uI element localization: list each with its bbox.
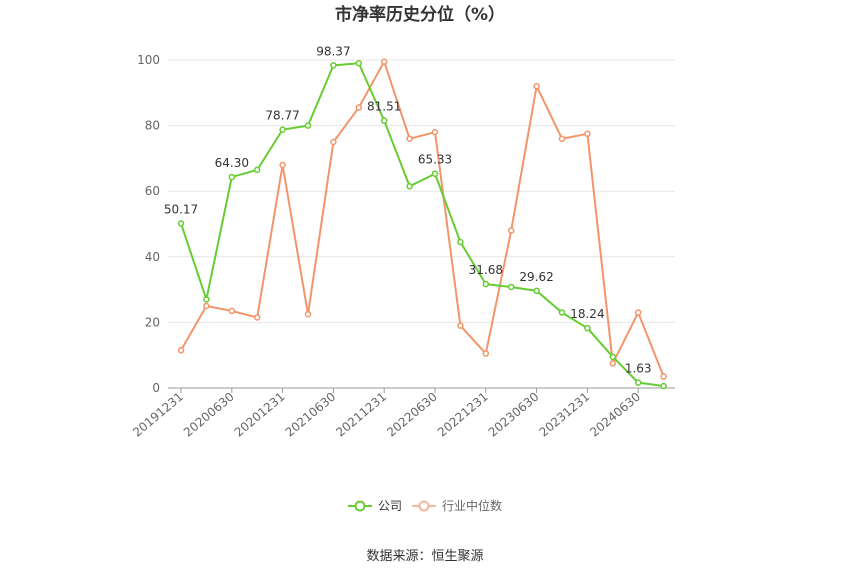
legend-item-company[interactable]: 公司 bbox=[348, 499, 402, 513]
x-tick-label: 20231231 bbox=[537, 390, 593, 440]
data-point-company[interactable] bbox=[634, 379, 642, 386]
y-tick-label: 80 bbox=[145, 119, 160, 133]
data-point-company[interactable] bbox=[584, 324, 591, 332]
data-point-company[interactable] bbox=[660, 382, 667, 390]
legend-label-industry: 行业中位数 bbox=[442, 498, 502, 513]
data-point-company[interactable] bbox=[457, 238, 464, 246]
legend-marker-company bbox=[354, 500, 366, 512]
data-point-industry[interactable] bbox=[279, 161, 286, 169]
data-point-industry[interactable] bbox=[457, 322, 464, 329]
x-tick-label: 20210630 bbox=[283, 390, 339, 440]
data-point-industry[interactable] bbox=[431, 128, 439, 136]
data-point-company[interactable] bbox=[203, 296, 210, 303]
data-point-company[interactable] bbox=[431, 170, 439, 177]
data-point-company[interactable] bbox=[406, 183, 413, 190]
x-tick-label: 20240630 bbox=[587, 390, 643, 440]
legend-label-company: 公司 bbox=[378, 499, 402, 513]
y-tick-label: 100 bbox=[137, 53, 160, 67]
y-tick-label: 20 bbox=[145, 315, 160, 329]
data-point-industry[interactable] bbox=[660, 373, 667, 380]
data-point-company[interactable] bbox=[279, 126, 286, 133]
data-point-industry[interactable] bbox=[533, 82, 540, 90]
data-point-company[interactable] bbox=[253, 166, 261, 174]
x-tick-label: 20200630 bbox=[181, 390, 237, 440]
data-label: 31.68 bbox=[469, 263, 503, 277]
data-point-industry[interactable] bbox=[330, 138, 337, 146]
data-point-industry[interactable] bbox=[228, 307, 236, 315]
data-label: 50.17 bbox=[164, 202, 198, 216]
x-tick-label: 20191231 bbox=[130, 390, 186, 440]
data-label: 78.77 bbox=[265, 109, 299, 123]
data-label: 65.33 bbox=[418, 153, 452, 167]
source-note: 数据来源：恒生聚源 bbox=[366, 549, 483, 564]
x-axis-ticks: 2019123120200630202012312021063020211231… bbox=[130, 388, 643, 440]
series-industry bbox=[177, 58, 667, 380]
data-label: 64.30 bbox=[215, 156, 249, 170]
data-point-company[interactable] bbox=[355, 60, 363, 67]
data-label: 81.51 bbox=[367, 100, 401, 114]
data-point-industry[interactable] bbox=[507, 227, 515, 234]
chart-title: 市净率历史分位（%） bbox=[335, 4, 505, 25]
y-tick-label: 60 bbox=[145, 184, 160, 198]
data-point-company[interactable] bbox=[507, 283, 515, 291]
data-point-industry[interactable] bbox=[304, 310, 312, 318]
data-point-company[interactable] bbox=[482, 280, 490, 288]
x-tick-label: 20220630 bbox=[384, 390, 440, 440]
x-tick-label: 20201231 bbox=[232, 390, 288, 440]
y-axis-ticks: 0 20 40 60 80 100 bbox=[137, 53, 160, 395]
data-point-company[interactable] bbox=[380, 117, 388, 124]
legend: 公司 行业中位数 bbox=[348, 498, 502, 513]
data-label: 1.63 bbox=[625, 362, 652, 376]
legend-marker-industry bbox=[418, 500, 430, 512]
data-point-industry[interactable] bbox=[609, 360, 617, 367]
series-company bbox=[177, 60, 667, 390]
legend-item-industry[interactable]: 行业中位数 bbox=[412, 498, 502, 513]
series-line-industry bbox=[180, 60, 665, 377]
y-tick-label: 40 bbox=[145, 250, 160, 264]
x-tick-label: 20230630 bbox=[486, 390, 542, 440]
x-tick-label: 20221231 bbox=[435, 390, 491, 440]
data-point-industry[interactable] bbox=[584, 130, 591, 138]
data-label: 18.24 bbox=[570, 307, 604, 321]
data-point-industry[interactable] bbox=[482, 350, 490, 357]
data-point-industry[interactable] bbox=[634, 309, 642, 316]
data-point-industry[interactable] bbox=[558, 135, 566, 142]
data-labels: 50.17 64.30 78.77 98.37 81.51 65.33 31.68 29.62… bbox=[164, 44, 652, 375]
data-point-industry[interactable] bbox=[380, 58, 388, 65]
data-point-industry[interactable] bbox=[177, 347, 185, 354]
data-label: 98.37 bbox=[316, 44, 350, 58]
data-point-industry[interactable] bbox=[355, 104, 363, 111]
data-point-company[interactable] bbox=[304, 122, 312, 129]
x-tick-label: 20211231 bbox=[333, 390, 389, 440]
y-tick-label: 0 bbox=[152, 381, 160, 395]
data-point-industry[interactable] bbox=[406, 135, 413, 142]
data-point-industry[interactable] bbox=[253, 314, 261, 321]
data-point-company[interactable] bbox=[228, 173, 236, 181]
data-point-company[interactable] bbox=[609, 353, 617, 361]
data-point-company[interactable] bbox=[330, 62, 337, 69]
grid-lines bbox=[168, 59, 675, 323]
data-point-company[interactable] bbox=[558, 309, 566, 316]
data-point-company[interactable] bbox=[533, 287, 540, 295]
data-point-industry[interactable] bbox=[203, 302, 210, 310]
data-label: 29.62 bbox=[519, 270, 553, 284]
series-line-company bbox=[180, 62, 664, 388]
data-point-company[interactable] bbox=[177, 220, 185, 227]
